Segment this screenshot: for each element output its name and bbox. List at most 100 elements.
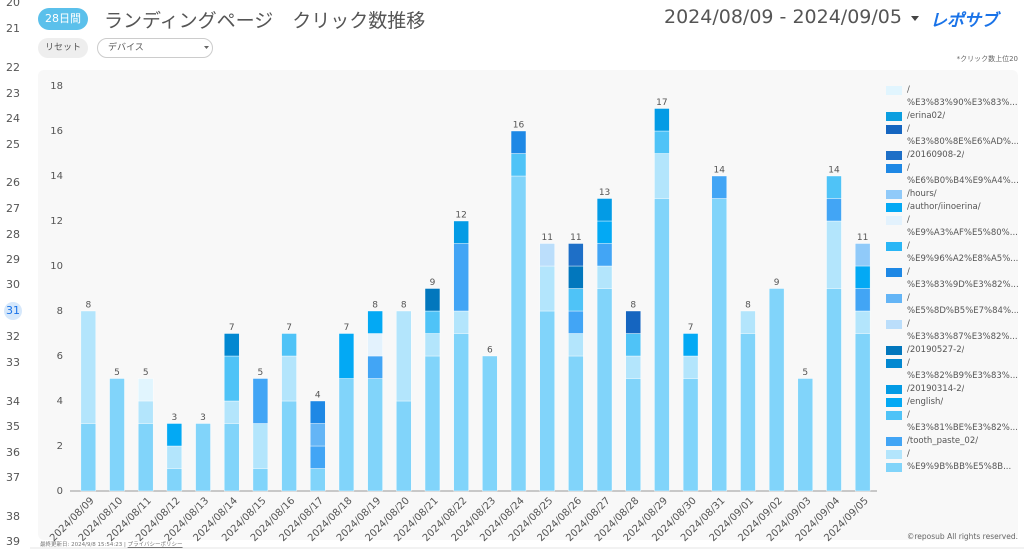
legend-label: / %E3%80%8E%E6%AD%... [907,124,1018,147]
bar-segment [596,288,613,492]
total-label: 3 [172,413,178,423]
total-label: 7 [344,323,350,333]
bar-segment [424,310,441,334]
legend-label: / %E9%96%A2%E8%A5%... [907,241,1018,264]
bar-segment [338,333,355,379]
bar-segment [424,333,441,357]
row-number: 22 [6,61,20,74]
bar-segment [281,400,297,492]
bar-segment [80,310,96,424]
legend-label: /erina02/ [907,111,946,121]
bar-segment [596,265,613,289]
row-number: 28 [6,228,20,241]
bar-segment [568,310,584,334]
period-badge[interactable]: 28日間 [38,8,88,30]
bar-segment [367,333,383,357]
legend: / %E3%83%90%E3%83%... /erina02/ / %E3%80%8… [886,84,1018,474]
legend-label: / %E3%83%90%E3%83%... [907,85,1018,108]
legend-item: /author/iinoerina/ [886,201,1018,214]
bar-segment [711,198,727,492]
privacy-link[interactable]: プライバシーポリシー [127,542,183,548]
total-label: 11 [570,233,581,243]
y-tick-label: 4 [57,396,63,407]
row-number: 36 [6,446,20,459]
device-label: デバイス [108,43,144,53]
bar-segment [80,423,96,492]
legend-item: /20160908-2/ [886,149,1018,162]
bar-segment [482,355,498,492]
total-label: 14 [714,166,726,176]
bar-segment [166,468,183,492]
bar-segment [138,400,154,424]
date-range[interactable]: 2024/08/09 - 2024/09/05 [664,6,902,28]
legend-label: /hours/ [907,189,937,199]
legend-item: / %E9%A3%AF%E5%80%... [886,214,1018,240]
bar-segment [109,378,125,492]
legend-swatch [886,190,902,199]
legend-label: / %E9%A3%AF%E5%80%... [907,215,1018,238]
reset-button[interactable]: リセット [38,38,88,58]
copyright: ©reposub All rights reserved. [906,532,1018,541]
legend-label: / %E3%83%9D%E3%82%... [907,267,1018,290]
bar-segment [166,445,183,469]
legend-swatch [886,125,902,134]
total-label: 7 [688,323,694,333]
row-number: 32 [6,330,20,343]
bar-segment [224,423,240,492]
legend-label: / %E3%83%87%E3%82%... [907,319,1018,342]
bar-segment [625,333,641,357]
total-label: 8 [85,301,91,311]
legend-label: / %E6%B0%B4%E9%A4%... [907,163,1018,186]
date-dropdown-arrow[interactable] [911,16,919,21]
bar-segment [826,175,842,199]
note: *クリック数上位20 [956,55,1018,63]
y-tick-label: 16 [50,126,63,137]
bar-segment [281,355,297,402]
legend-swatch [886,242,902,251]
legend-item: / %E6%B0%B4%E9%A4%... [886,162,1018,188]
legend-item: / %E5%8D%B5%E7%84%... [886,292,1018,318]
bar-segment [252,378,269,424]
total-label: 5 [114,368,120,378]
bar-segment [596,243,613,267]
bar-segment [568,265,584,289]
bar-segment [367,355,383,379]
legend-label: / %E3%81%BE%E3%82%... [907,410,1018,433]
bar-segment [596,220,613,244]
legend-label: / %E5%8D%B5%E7%84%... [907,293,1018,316]
legend-label: /20160908-2/ [907,150,965,160]
row-number: 38 [6,510,20,523]
row-number: 35 [6,420,20,433]
legend-label: /tooth_paste_02/ [907,436,979,446]
bar-segment [568,288,584,312]
bar-segment [252,423,269,469]
total-label: 8 [630,301,636,311]
bar-segment [625,355,641,379]
bar-segment [310,468,326,492]
legend-swatch [886,268,902,277]
bar-segment [539,243,555,267]
bar-segment [568,243,584,267]
device-dropdown[interactable]: デバイス [97,38,213,58]
y-tick-label: 10 [50,261,63,272]
bar-segment [682,333,699,357]
row-number: 34 [6,395,20,408]
total-label: 11 [541,233,552,243]
legend-label: / [907,449,910,459]
bar-segment [138,423,154,492]
legend-item: /english/ [886,396,1018,409]
legend-swatch [886,359,902,368]
legend-label: /20190527-2/ [907,345,965,355]
legend-item: /20190314-2/ [886,383,1018,396]
bar-segment [510,130,527,154]
y-tick-label: 6 [57,351,63,362]
legend-item: / %E3%83%9D%E3%82%... [886,266,1018,292]
total-label: 5 [143,368,149,378]
bar-segment [424,288,441,312]
bar-segment [310,445,326,469]
separator: | [124,542,126,548]
bar-segment [539,310,555,492]
bar-segment [453,310,469,334]
bar-segment [396,310,412,402]
